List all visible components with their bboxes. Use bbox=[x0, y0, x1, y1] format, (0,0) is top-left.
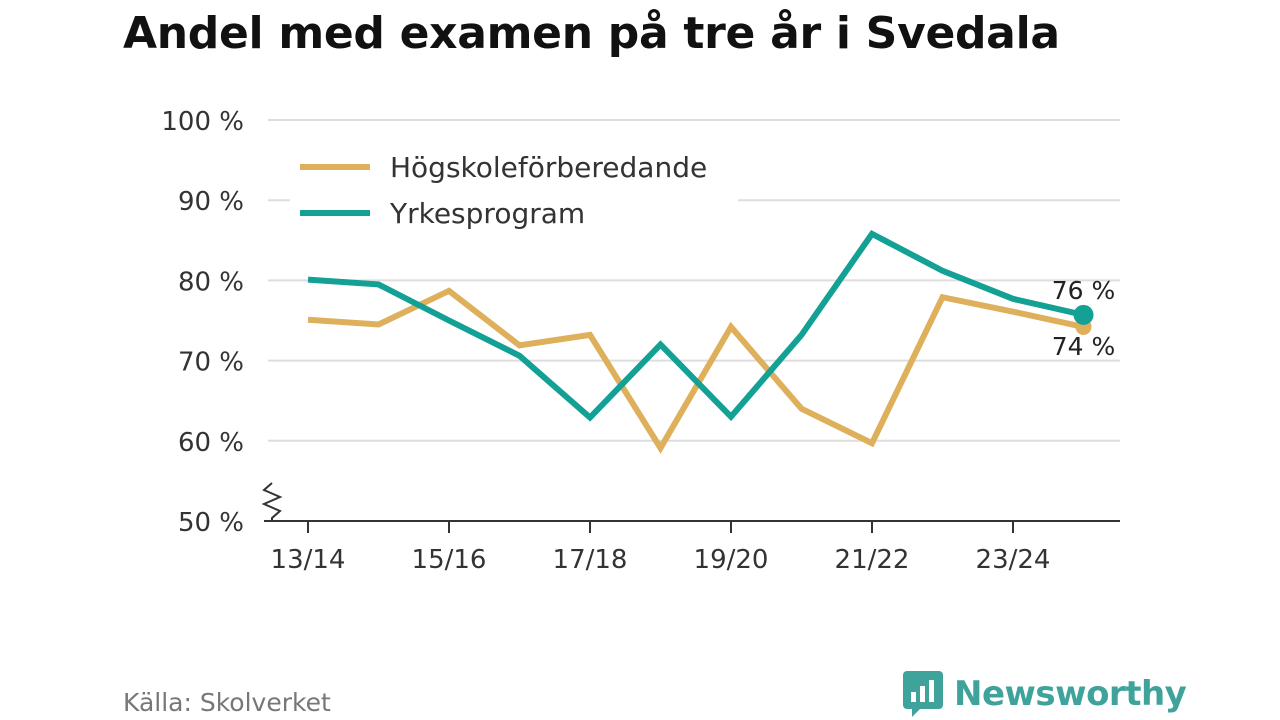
y-tick-label: 70 % bbox=[178, 348, 244, 378]
legend-label: Högskoleförberedande bbox=[390, 151, 707, 184]
y-tick-label: 90 % bbox=[178, 187, 244, 217]
end-label-hogskola: 74 % bbox=[1052, 332, 1116, 361]
end-label-yrke: 76 % bbox=[1052, 276, 1116, 305]
x-tick-label: 23/24 bbox=[976, 545, 1051, 575]
brand-name: Newsworthy bbox=[954, 674, 1187, 714]
y-tick-label: 80 % bbox=[178, 267, 244, 297]
y-tick-label: 50 % bbox=[178, 508, 244, 538]
legend: Högskoleförberedande Yrkesprogram bbox=[290, 145, 738, 237]
y-axis-labels: 50 % 60 % 70 % 80 % 90 % 100 % bbox=[161, 107, 244, 538]
chart-title: Andel med examen på tre år i Svedala bbox=[123, 8, 1060, 59]
series-lines bbox=[307, 230, 1094, 454]
end-labels: 76 % 74 % bbox=[1052, 276, 1116, 361]
series-line-yrke bbox=[307, 230, 1085, 422]
y-tick-label: 60 % bbox=[178, 428, 244, 458]
x-tick-label: 15/16 bbox=[412, 545, 487, 575]
x-tick-label: 17/18 bbox=[553, 545, 628, 575]
axis-break-icon bbox=[261, 482, 283, 521]
x-tick-label: 21/22 bbox=[835, 545, 910, 575]
legend-background bbox=[290, 145, 738, 237]
y-tick-label: 100 % bbox=[161, 107, 244, 137]
legend-label: Yrkesprogram bbox=[389, 197, 585, 230]
x-axis: 13/14 15/16 17/18 19/20 21/22 23/24 bbox=[261, 482, 1120, 575]
end-point-yrke bbox=[1073, 304, 1094, 325]
newsworthy-logo-icon bbox=[903, 671, 943, 717]
x-tick-label: 13/14 bbox=[271, 545, 346, 575]
source-note: Källa: Skolverket bbox=[123, 688, 331, 717]
brand-logo: Newsworthy bbox=[902, 670, 1187, 718]
series-line-hogskola bbox=[307, 287, 1085, 454]
x-tick-label: 19/20 bbox=[694, 545, 769, 575]
